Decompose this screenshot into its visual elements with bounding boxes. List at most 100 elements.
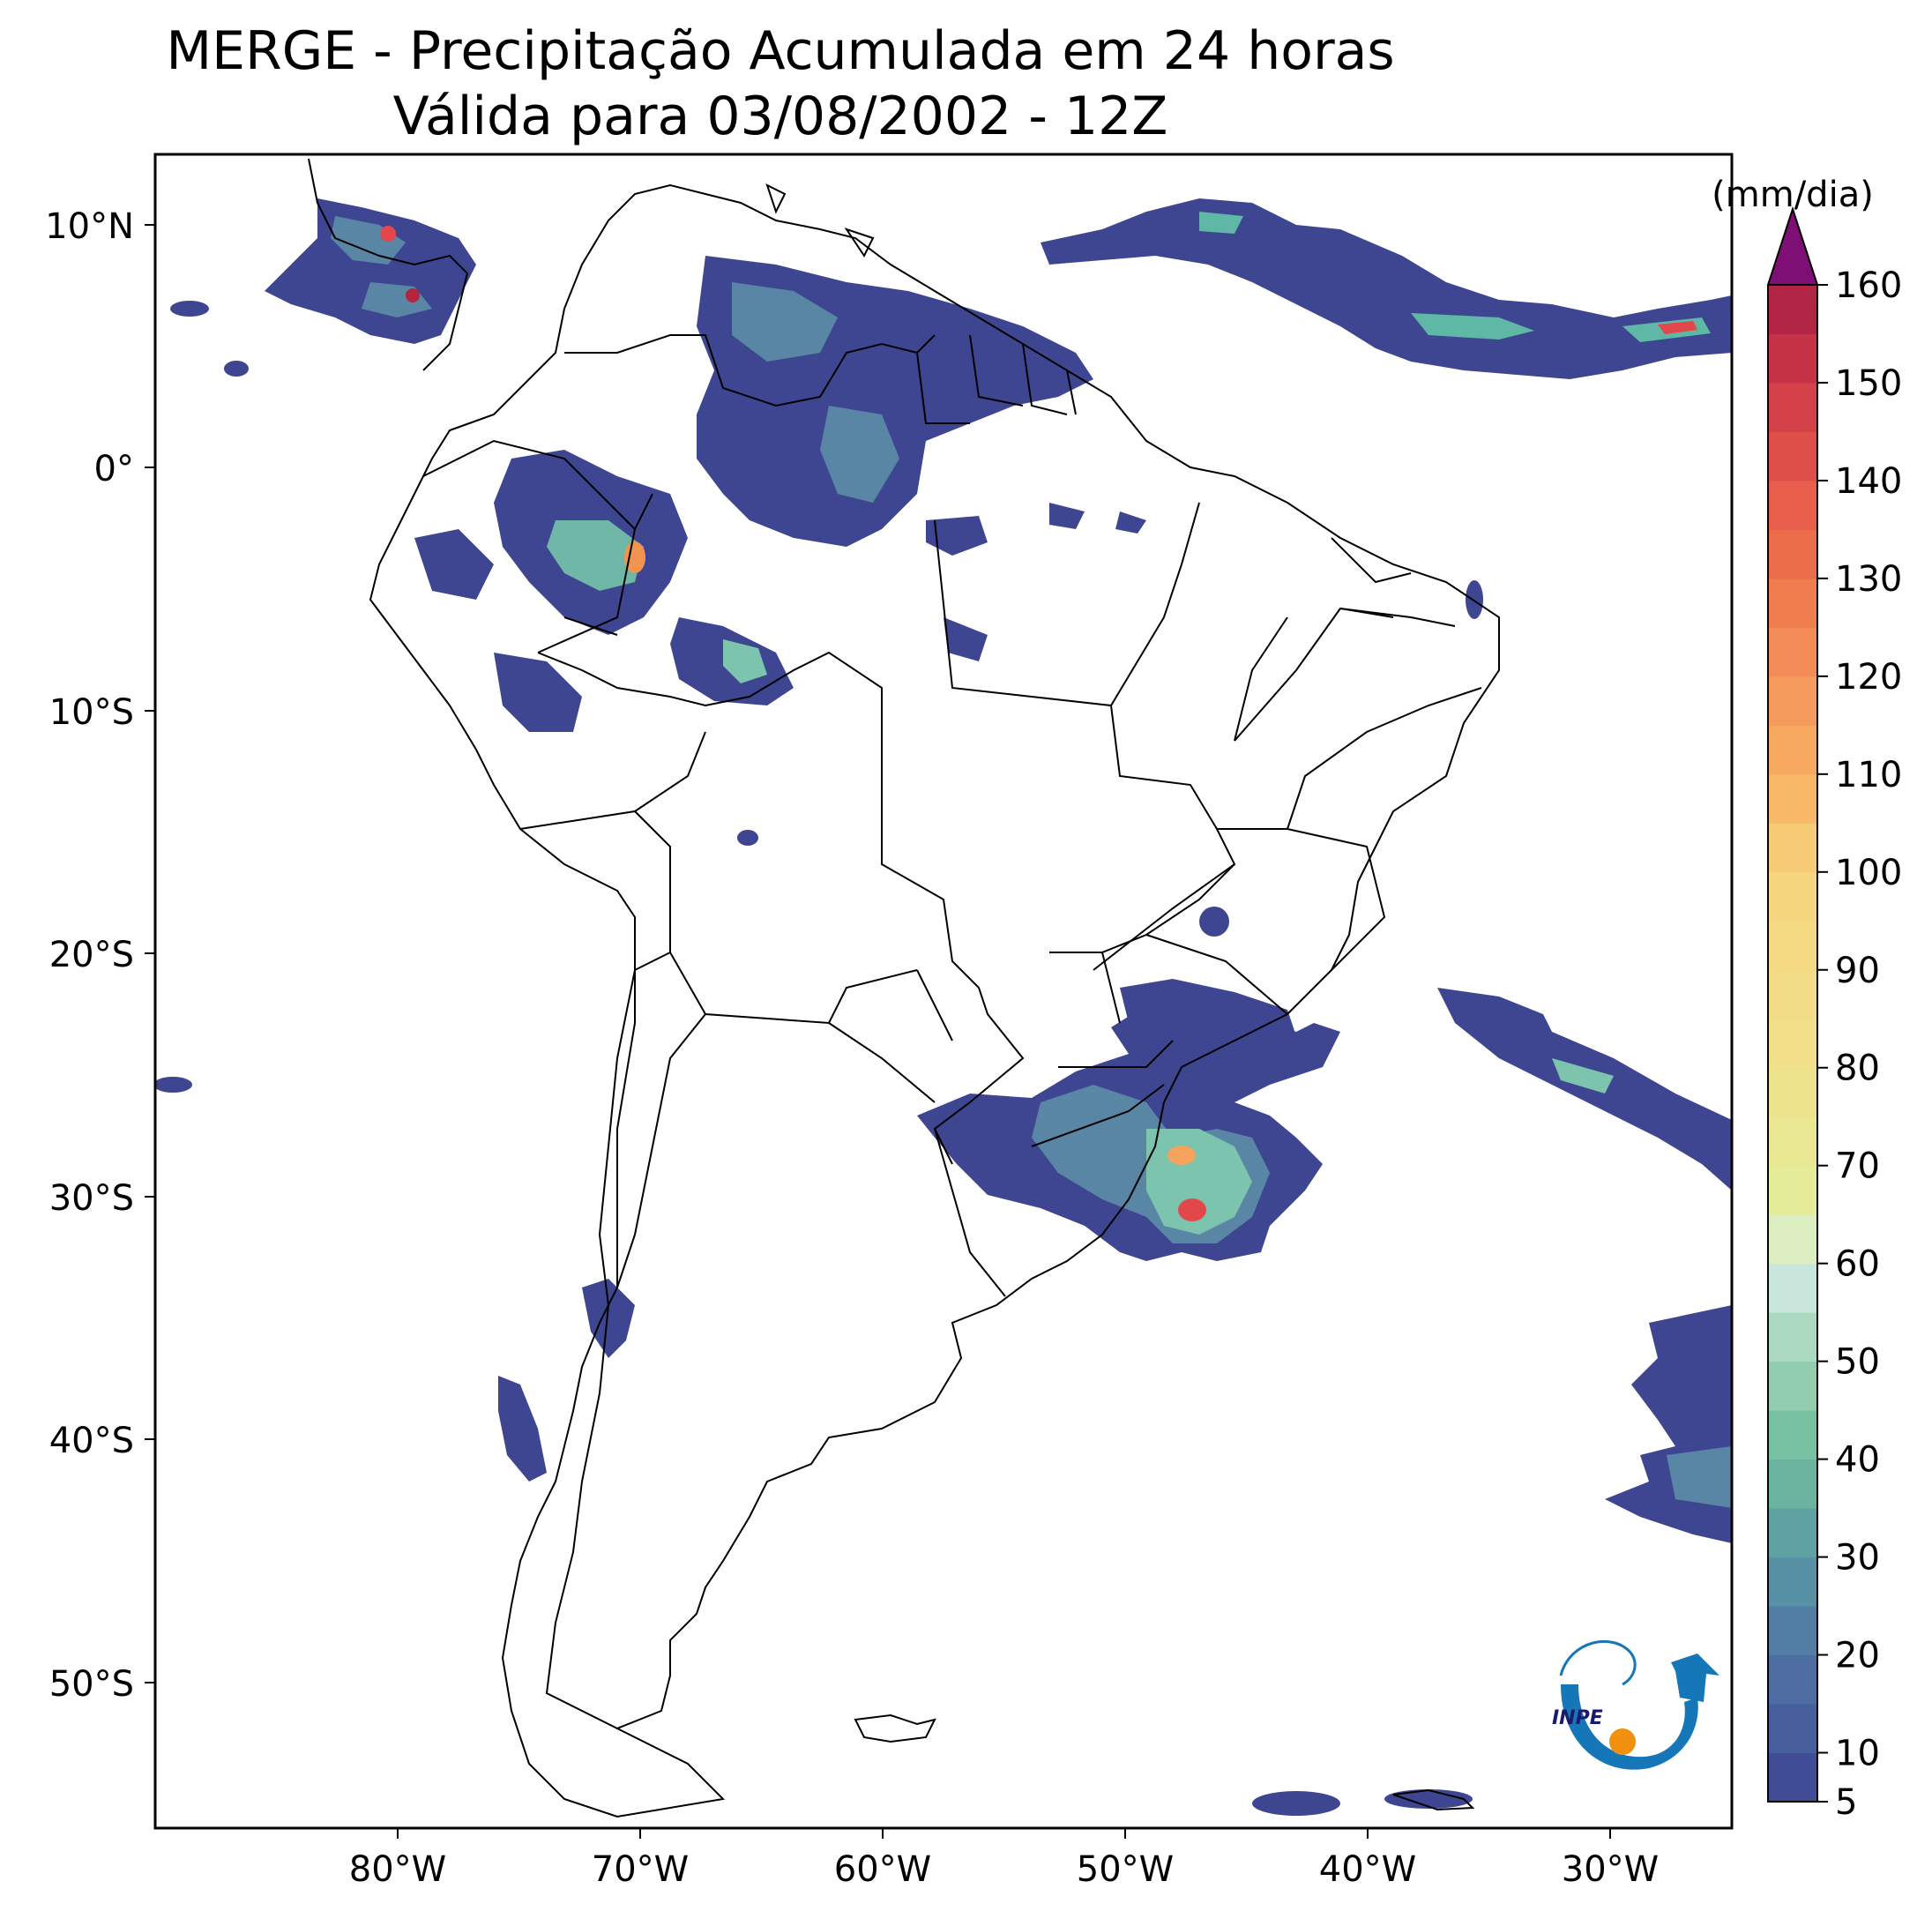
chart-subtitle: Válida para 03/08/2002 - 12Z [392,86,1168,147]
colorbar-band [1768,1654,1817,1705]
colorbar-band [1768,627,1817,677]
colorbar-band [1768,529,1817,579]
colorbar-band [1768,921,1817,971]
colorbar-band [1768,431,1817,481]
colorbar-tick-label: 140 [1835,461,1902,502]
colorbar-frame [1767,284,1818,1803]
coastline-caribbean-islands [765,183,875,258]
lon-tick-label: 40°W [1319,1849,1416,1890]
colorbar-band [1768,773,1817,824]
lat-axis: 10°N 0° 10°S 20°S 30°S 40°S 50°S [45,206,155,1705]
coastline-south-america [369,183,1500,1818]
lat-tick-label: 10°S [49,692,134,733]
lon-tick-label: 50°W [1077,1849,1174,1890]
logo-swoosh [1561,1684,1698,1770]
colorbar-tick-label: 130 [1835,559,1902,600]
precipitation-field [155,198,1732,1816]
colorbar-band [1768,1556,1817,1607]
lon-tick-label: 60°W [834,1849,931,1890]
colorbar-band [1768,871,1817,922]
logo-orbit [1559,1639,1637,1686]
rain-area-bahia-small [1466,580,1483,619]
rain-area-atlantic-itcz [1041,198,1732,379]
map-frame [153,153,1734,1830]
rain-area-south-atlantic-band-core [1552,1058,1614,1094]
colorbar-extend-arrow [1766,205,1819,286]
colorbar-tick-label: 100 [1835,853,1902,893]
rain-area-atlantic-itcz-core [1199,212,1711,342]
colorbar-tick-label: 5 [1835,1782,1857,1823]
colorbar-band [1768,333,1817,384]
colorbar-band [1768,1214,1817,1265]
rain-max-south-brazil-2 [1178,1198,1206,1221]
rain-area-west-atlantic [155,1077,192,1093]
coastline-falklands [854,1713,936,1743]
lat-tick-label: 50°S [49,1664,134,1705]
lon-tick-label: 30°W [1562,1849,1659,1890]
colorbar-band [1768,1704,1817,1754]
colorbar-band [1768,1752,1817,1803]
colorbar-tick-label: 20 [1835,1636,1880,1676]
colorbar-tick-label: 110 [1835,755,1902,795]
rain-area-chile [582,1279,635,1358]
rain-area-mato-grosso-small [737,830,758,846]
colorbar-band [1768,1116,1817,1167]
logo-text: INPE [1552,1707,1603,1729]
colorbar-band [1768,1606,1817,1656]
rain-area-drake-2 [1384,1789,1473,1809]
lat-tick-label: 30°S [49,1178,134,1219]
colorbar-tick-label: 50 [1835,1342,1880,1383]
rain-area-peru [494,653,582,732]
border-state-lines [934,502,1482,1147]
rain-max-central-america-2 [406,288,420,302]
colorbar-band [1768,1410,1817,1460]
colorbar-tick-label: 90 [1835,951,1880,991]
rain-area-amazon-scatter [926,503,1146,661]
lat-tick-label: 20°S [49,935,134,975]
colorbar-band [1768,1019,1817,1069]
colorbar-tick-label: 160 [1835,265,1902,306]
rain-area-far-south-atlantic-mid [1667,1446,1732,1508]
rain-area-pacific-small [170,301,209,317]
logo-sun [1609,1728,1636,1755]
lat-tick-label: 10°N [45,206,134,247]
colorbar-tick-label: 70 [1835,1146,1880,1187]
colorbar-band [1768,1165,1817,1215]
border-chile-argentina [545,917,636,1729]
colorbar-tick-label: 80 [1835,1049,1880,1089]
rain-area-minas-small [1199,907,1229,937]
rain-area-amazon-west-core [547,520,644,591]
colorbar-tick-label: 30 [1835,1538,1880,1579]
lat-tick-label: 0° [94,449,134,489]
lon-axis: 80°W 70°W 60°W 50°W 40°W 30°W [349,1828,1659,1890]
rain-max-south-brazil-1 [1167,1146,1196,1165]
rain-area-drake [1252,1791,1340,1816]
colorbar-band [1768,1263,1817,1313]
colorbar-tick-label: 120 [1835,657,1902,698]
colorbar-band [1768,480,1817,530]
colorbar-bands [1768,285,1817,1803]
colorbar-band [1768,285,1817,334]
colorbar: (mm/dia) 5102030405060708090100110120130… [1712,175,1902,1823]
colorbar-ticks: 5 10 20 30 40 50 60 70 80 90 100 110 120 130 140 150 160 [1817,265,1902,1823]
lon-tick-label: 80°W [349,1849,446,1890]
colorbar-tick-label: 60 [1835,1244,1880,1285]
border-venezuela-guianas [564,334,1077,424]
colorbar-band [1768,676,1817,726]
border-andean [422,439,1006,1297]
coastline-central-america [308,158,469,371]
rain-area-far-south-atlantic [1605,1305,1732,1543]
rain-area-atlantic-itcz-peak [1658,321,1697,334]
coastline-south-georgia [1392,1788,1475,1811]
lon-tick-label: 70°W [592,1849,689,1890]
colorbar-band [1768,1067,1817,1117]
rain-area-south-atlantic-band [1437,988,1732,1191]
lat-tick-label: 40°S [49,1421,134,1461]
colorbar-band [1768,1312,1817,1362]
rain-area-amazon-mid-core [723,639,767,683]
colorbar-band [1768,382,1817,432]
rain-area-amazon-west-peak [624,541,645,573]
rain-max-central-america [380,226,396,242]
rain-area-pacific-small-2 [224,361,249,377]
